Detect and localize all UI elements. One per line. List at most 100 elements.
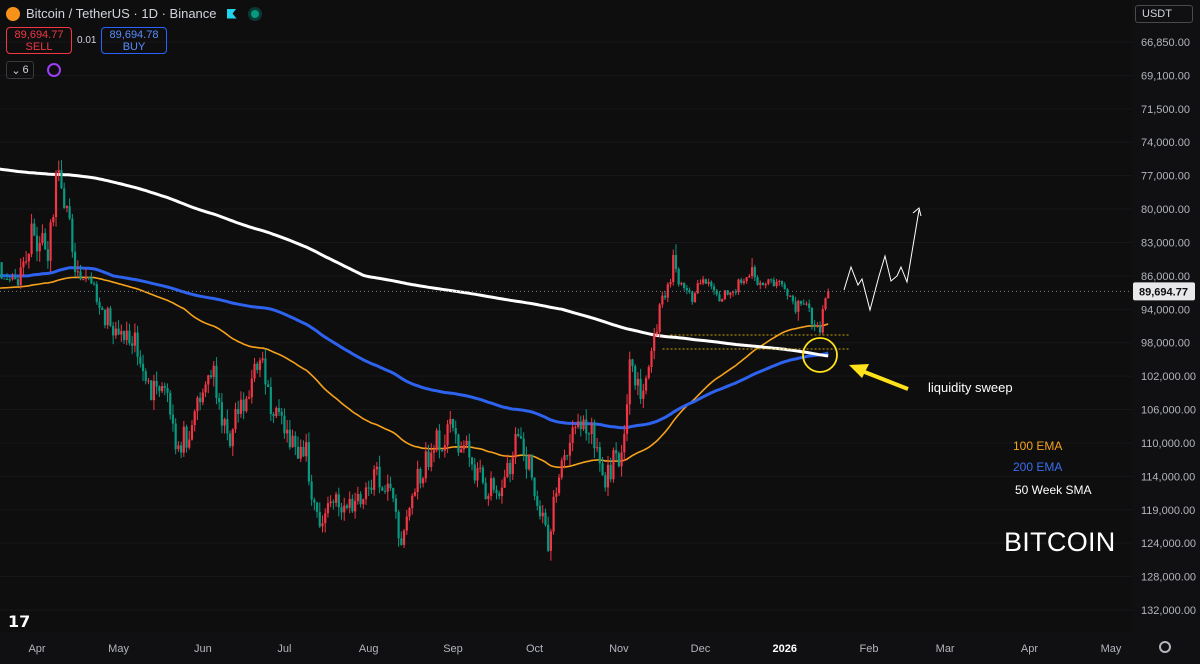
- sell-button[interactable]: 89,694.77 SELL: [6, 27, 72, 54]
- time-tick-label: Feb: [860, 643, 879, 655]
- candle-down: [326, 503, 330, 514]
- symbol-title[interactable]: Bitcoin / TetherUS · 1D · Binance: [26, 6, 217, 21]
- time-tick-label: Mar: [936, 643, 955, 655]
- buy-button[interactable]: 89,694.78 BUY: [101, 27, 167, 54]
- candle-up: [277, 407, 281, 412]
- candle-up: [272, 414, 275, 417]
- candle-up: [209, 375, 213, 377]
- currency-selector[interactable]: USDT: [1135, 5, 1193, 23]
- price-tick-label: 119,000.00: [1141, 505, 1195, 517]
- candle-down: [299, 446, 302, 459]
- candle-series: [0, 160, 830, 561]
- time-tick-label: May: [108, 643, 129, 655]
- candle-up: [128, 330, 131, 344]
- time-tick-label: Sep: [443, 643, 463, 655]
- time-tick-label: Nov: [609, 643, 629, 655]
- chart-title-overlay: BITCOIN: [1004, 527, 1116, 557]
- candle-up: [98, 301, 101, 308]
- sweep-arrow-shaft: [861, 369, 909, 391]
- candle-down: [321, 523, 324, 527]
- candle-down: [231, 429, 234, 447]
- candle-up: [770, 279, 773, 281]
- candle-down: [557, 477, 561, 494]
- candle-up: [772, 279, 775, 287]
- candle-down: [430, 452, 433, 468]
- candle-up: [8, 279, 11, 281]
- candle-down: [253, 363, 256, 379]
- candle-down: [329, 501, 332, 504]
- price-grid: [0, 41, 1132, 611]
- candle-down: [413, 491, 417, 496]
- candle-up: [117, 328, 120, 335]
- candle-up: [522, 438, 525, 456]
- candle-down: [680, 283, 683, 285]
- sell-price: 89,694.77: [14, 28, 64, 41]
- candle-up: [46, 249, 49, 261]
- tradingview-logo-icon[interactable]: 𝟭𝟳: [8, 614, 31, 631]
- symbol-header[interactable]: Bitcoin / TetherUS · 1D · Binance: [6, 6, 259, 21]
- candle-up: [383, 490, 387, 492]
- candle-up: [481, 467, 485, 483]
- candle-down: [84, 277, 88, 280]
- indicator-count: 6: [22, 64, 29, 76]
- candle-down: [76, 271, 79, 273]
- candle-up: [756, 277, 759, 285]
- candle-down: [405, 516, 408, 531]
- candle-up: [63, 188, 66, 208]
- candle-down: [291, 435, 294, 448]
- candle-up: [639, 378, 642, 399]
- candle-up: [242, 399, 245, 412]
- candle-up: [712, 286, 716, 291]
- settings-gear-icon[interactable]: [1159, 641, 1171, 653]
- candle-up: [780, 280, 784, 285]
- candle-down: [745, 277, 748, 282]
- candle-up: [228, 433, 232, 447]
- candle-down: [620, 452, 623, 467]
- projection-path: [843, 209, 920, 312]
- indicators-toggle[interactable]: ⌄ 6: [6, 61, 34, 79]
- candle-down: [449, 418, 452, 425]
- candle-up: [90, 277, 93, 284]
- flag-icon[interactable]: [226, 8, 237, 19]
- candle-up: [609, 464, 612, 480]
- candle-down: [41, 233, 44, 244]
- candle-down: [511, 457, 514, 475]
- candle-down: [778, 280, 781, 282]
- candle-down: [223, 419, 226, 426]
- candle-down: [647, 366, 650, 378]
- candle-down: [731, 291, 735, 293]
- candle-down: [38, 243, 41, 252]
- candle-down: [22, 261, 25, 268]
- candle-down: [742, 281, 746, 284]
- price-scale-pane[interactable]: [1132, 0, 1200, 664]
- loading-icon: [47, 63, 61, 77]
- candle-up: [215, 365, 218, 399]
- ema-200-series: [0, 266, 829, 430]
- candle-up: [71, 218, 74, 252]
- drawings: [802, 207, 922, 391]
- price-tick-label: 106,000.00: [1141, 405, 1196, 417]
- candle-up: [381, 487, 384, 491]
- candle-up: [158, 386, 161, 392]
- candle-down: [432, 450, 436, 453]
- candle-down: [247, 397, 251, 399]
- time-scale-pane[interactable]: [0, 632, 1132, 664]
- price-tick-label: 124,000.00: [1141, 538, 1196, 550]
- candle-down: [644, 377, 648, 391]
- candle-up: [394, 498, 398, 512]
- candle-up: [79, 271, 82, 280]
- candle-up: [533, 477, 536, 497]
- candle-down: [402, 530, 406, 545]
- candle-up: [495, 489, 498, 494]
- candle-down: [528, 454, 531, 470]
- candle-up: [310, 481, 313, 500]
- candle-up: [601, 463, 604, 476]
- candle-down: [212, 365, 215, 377]
- candle-up: [101, 307, 104, 310]
- candle-up: [131, 343, 134, 346]
- candle-up: [740, 279, 743, 284]
- candle-down: [49, 222, 52, 261]
- candle-down: [775, 281, 778, 287]
